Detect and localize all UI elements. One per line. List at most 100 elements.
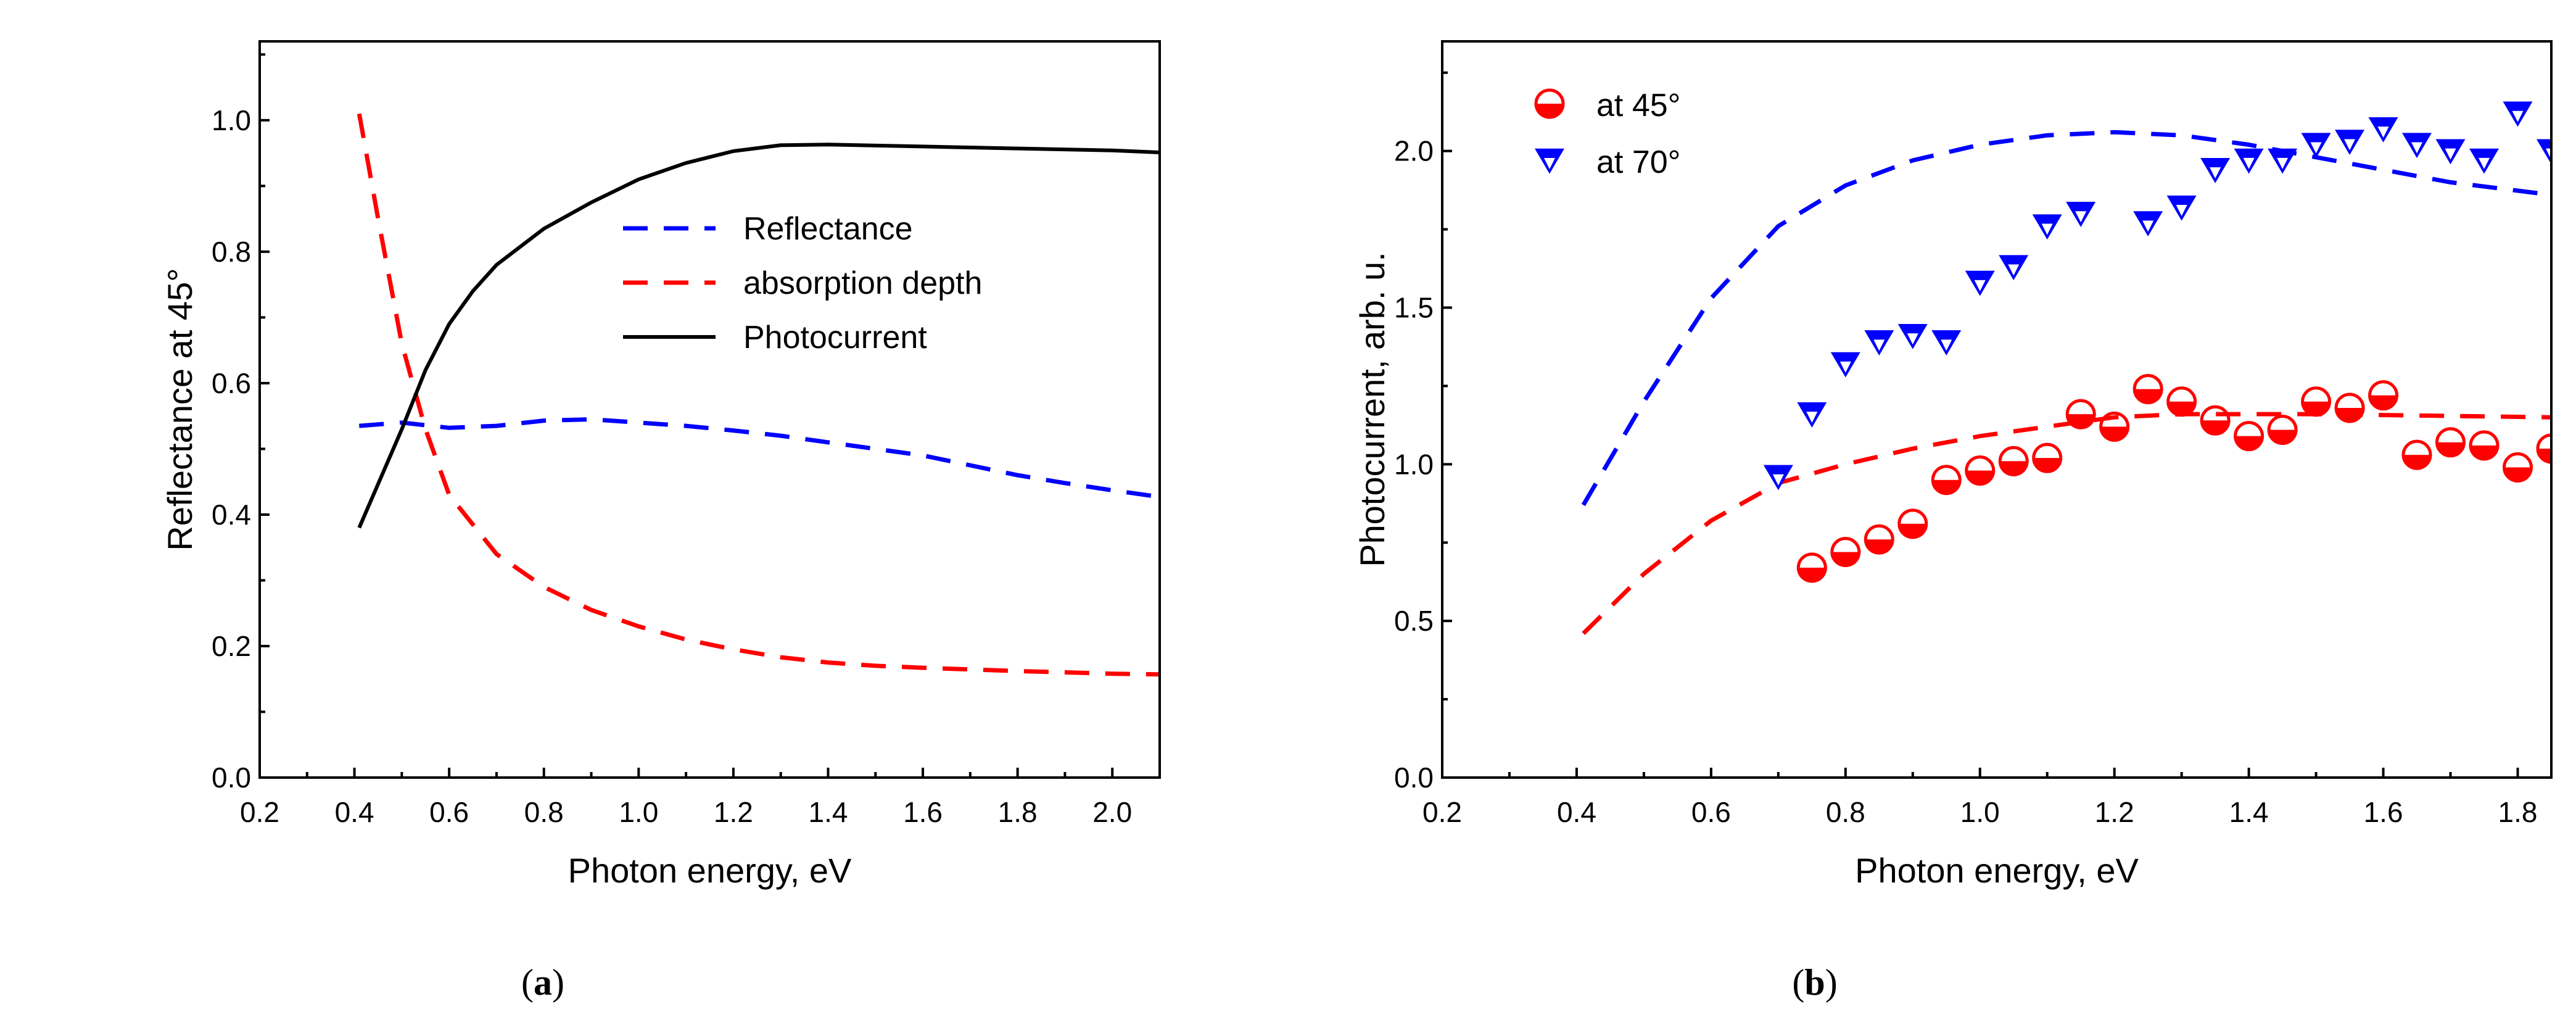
data-point-70 [2032,214,2062,240]
data-point-70 [2301,133,2331,159]
y-tick-label: 0.2 [212,630,251,662]
marker-outline [2469,430,2500,461]
x-tick-label: 1.6 [903,796,943,828]
data-point-45 [2469,430,2500,461]
x-tick-label: 0.2 [240,796,279,828]
data-point-45 [1796,552,1827,583]
y-tick-label: 0.8 [212,236,251,268]
marker-inner [2512,110,2524,122]
y-tick-label: 0.0 [1394,762,1434,794]
marker-outline [2099,411,2130,442]
marker-outline [2132,374,2163,405]
caption-paren: ( [521,962,534,1003]
legend-marker [1535,148,1564,174]
data-point-45 [2166,386,2197,417]
caption-letter: b [1804,962,1825,1003]
marker-outline [2234,421,2264,452]
data-point-45 [2065,399,2096,430]
data-point-70 [2435,139,2466,165]
x-tick-label: 0.6 [429,796,469,828]
marker-outline [2503,452,2533,483]
marker-outline [2032,442,2063,473]
y-tick-label: 1.0 [1394,448,1434,480]
x-tick-label: 1.2 [2095,796,2134,828]
marker-inner [2377,127,2389,138]
marker-outline [1534,88,1565,119]
data-point-70 [1864,330,1894,355]
x-axis-label: Photon energy, eV [1855,851,2139,890]
data-point-45 [2032,442,2063,473]
caption-paren: ) [1825,962,1838,1003]
marker-outline [2267,414,2298,445]
y-axis-label: Photocurrent, arb. u. [1353,252,1392,567]
data-point-45 [1864,524,1894,555]
x-tick-label: 1.0 [1960,796,2000,828]
marker-inner [1873,339,1885,351]
data-point-70 [2166,195,2197,221]
x-tick-label: 0.4 [335,796,374,828]
data-point-45 [2334,392,2365,423]
plot-frame [1441,40,2553,779]
series-line-reflectance [359,417,1160,499]
data-point-70 [1763,465,1793,491]
marker-outline [1864,524,1894,555]
chart-b: 0.2 0.4 0.6 0.8 1.0 1.2 1.4 1.6 1.8 0.0 0.5 1.0 1.5 2… [1353,40,2553,1003]
y-tick-label: 1.0 [212,104,251,136]
x-tick-label: 0.2 [1422,796,1462,828]
marker-inner [2310,142,2322,154]
marker-outline [2368,380,2399,411]
series-line-photocurrent [357,143,1160,529]
legend-label: absorption depth [743,265,982,301]
marker-outline [1998,446,2029,476]
marker-outline [2401,439,2432,470]
marker-outline [1931,465,1962,496]
legend-label: at 45° [1596,88,1680,123]
marker-inner [2142,220,2154,232]
data-point-45 [2301,386,2332,417]
plot-area [1581,101,2551,635]
x-tick-label: 1.4 [2229,796,2269,828]
marker-inner [2445,148,2456,160]
x-tick-label: 0.4 [1557,796,1596,828]
marker-inner [2243,157,2255,169]
data-point-70 [2469,148,2500,174]
data-point-45 [1931,465,1962,496]
data-point-45 [2132,374,2163,405]
y-tick-label: 0.4 [212,499,251,531]
data-point-45 [1965,455,1996,486]
data-point-45 [2435,427,2466,458]
caption-letter: a [534,962,552,1003]
y-tick-label: 2.0 [1394,135,1434,167]
plot-area [357,113,1160,677]
marker-inner [1941,339,1952,351]
marker-inner [2041,223,2053,235]
series-line-absorption-depth [357,113,1160,677]
x-tick-label: 0.8 [524,796,564,828]
x-tick-label: 1.4 [808,796,848,828]
data-point-70 [2503,101,2533,127]
data-point-70 [2537,139,2551,165]
data-point-45 [1998,446,2029,476]
marker-inner [2008,264,2020,276]
data-point-70 [1830,352,1860,378]
marker-outline [1897,508,1928,539]
data-point-45 [2267,414,2298,445]
marker-outline [2065,399,2096,430]
marker-inner [1907,333,1918,345]
marker-inner [1806,412,1818,423]
data-point-70 [2133,211,2163,237]
data-point-70 [1999,255,2029,281]
data-point-70 [2335,130,2365,156]
legend-label: Reflectance [743,211,913,247]
marker-inner [2546,148,2551,160]
marker-inner [1772,474,1784,486]
x-tick-label: 2.0 [1092,796,1132,828]
y-tick-label: 0.5 [1394,605,1434,637]
data-point-45 [2536,433,2551,464]
marker-outline [2200,405,2231,436]
data-point-45 [2368,380,2399,411]
fit-line-0 [1581,130,2551,507]
marker-outline [1965,455,1996,486]
marker-outline [1796,552,1827,583]
plot-frame [258,40,1161,779]
